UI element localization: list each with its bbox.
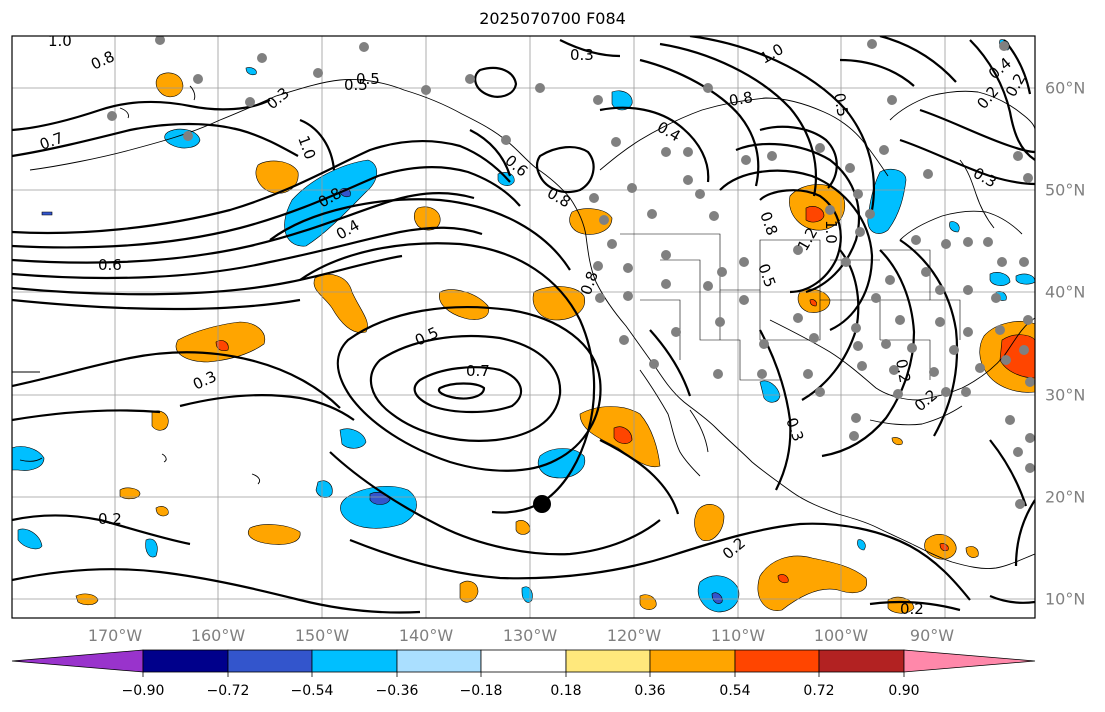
lat-label: 40°N [1045,282,1086,302]
colorbar-tick-label: −0.72 [206,683,250,699]
map-frame [11,35,1036,619]
lat-label: 50°N [1045,180,1086,200]
contour-label: 0.2 [900,600,924,618]
lat-label: 10°N [1045,589,1086,609]
contour-label: 0.2 [98,510,122,528]
storm-position-marker [533,495,551,513]
shaded-anomaly-fields [12,39,1035,614]
lon-label: 140°W [398,626,454,645]
contour-label: 0.2 [892,358,914,385]
contour-label: 0.3 [570,46,594,64]
colorbar-tick-label: 0.36 [634,683,666,699]
lon-label: 120°W [606,626,662,645]
contour-label: 0.6 [98,256,122,274]
colorbar-tick-label: 0.72 [803,683,835,699]
colorbar-tick-label: 0.90 [888,683,920,699]
station-markers [107,36,1035,509]
contour-label: 0.5 [344,76,368,94]
contour-label: 1.0 [48,32,72,50]
contour-label: 0.7 [466,362,490,380]
colorbar-tick-label: −0.36 [375,683,419,699]
lon-label: 90°W [909,626,955,645]
lat-label: 60°N [1045,78,1086,98]
colorbar-tick-label: −0.90 [121,683,165,699]
contour-label: 0.8 [728,88,755,110]
colorbar-tick-label: 0.18 [550,683,582,699]
lat-label: 30°N [1045,385,1086,405]
contour-label: 0.5 [356,70,380,88]
lon-label: 110°W [710,626,766,645]
contour-label: 1.0 [822,220,840,244]
lon-label: 100°W [813,626,869,645]
lon-label: 170°W [87,626,143,645]
colorbar-tick-label: −0.18 [459,683,503,699]
lon-label: 160°W [190,626,246,645]
contour-label: 0.5 [830,92,852,119]
state-borders [620,233,961,381]
lon-label: 150°W [294,626,350,645]
colorbar-tick-label: −0.54 [290,683,334,699]
lon-label: 130°W [502,626,558,645]
lat-label: 20°N [1045,487,1086,507]
colorbar-tick-label: 0.54 [719,683,751,699]
colorbar [11,649,1036,677]
map-title: 2025070700 F084 [479,9,626,28]
map-panel: 1.0 0.8 0.7 0.5 0.3 0.8 0.4 0.6 1.0 0.8 … [12,32,1035,618]
